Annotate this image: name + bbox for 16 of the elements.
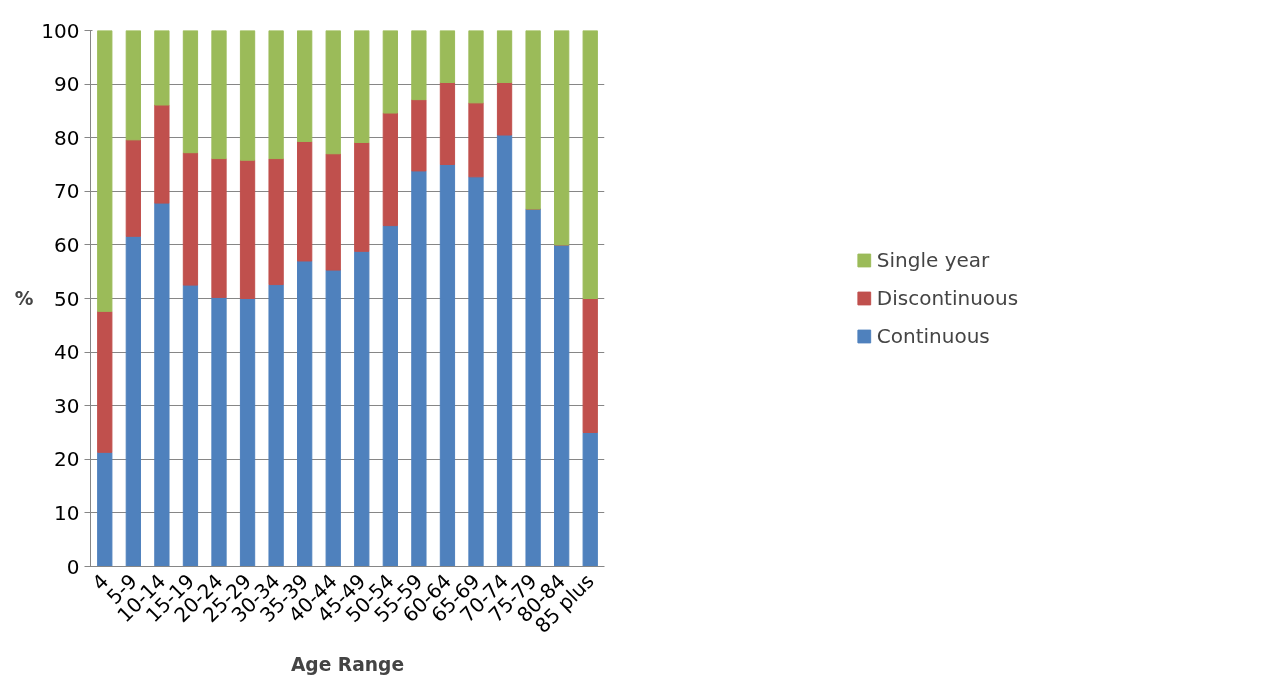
y-tick-label: 10 bbox=[54, 500, 80, 525]
y-tick-label: 60 bbox=[54, 232, 80, 257]
y-tick-label: 30 bbox=[54, 393, 80, 418]
y-axis-title: % bbox=[14, 288, 34, 309]
y-tick-label: 80 bbox=[54, 125, 80, 150]
y-tick-label: 40 bbox=[54, 340, 80, 365]
y-tick-label: 0 bbox=[66, 554, 80, 579]
legend-label: Discontinuous bbox=[876, 286, 1019, 310]
legend-label: Continuous bbox=[876, 324, 990, 348]
y-tick-label: 90 bbox=[54, 72, 80, 97]
y-tick-label: 50 bbox=[54, 286, 80, 311]
y-tick-label: 20 bbox=[54, 447, 80, 472]
legend-label: Single year bbox=[876, 248, 990, 272]
y-tick-label: 70 bbox=[54, 179, 80, 204]
x-axis-title: Age Range bbox=[290, 654, 405, 676]
y-tick-label: 100 bbox=[41, 18, 80, 43]
